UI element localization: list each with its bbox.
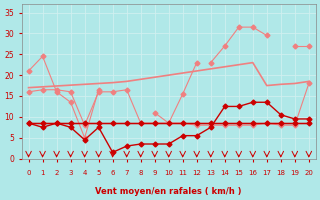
X-axis label: Vent moyen/en rafales ( km/h ): Vent moyen/en rafales ( km/h ) [95, 187, 242, 196]
